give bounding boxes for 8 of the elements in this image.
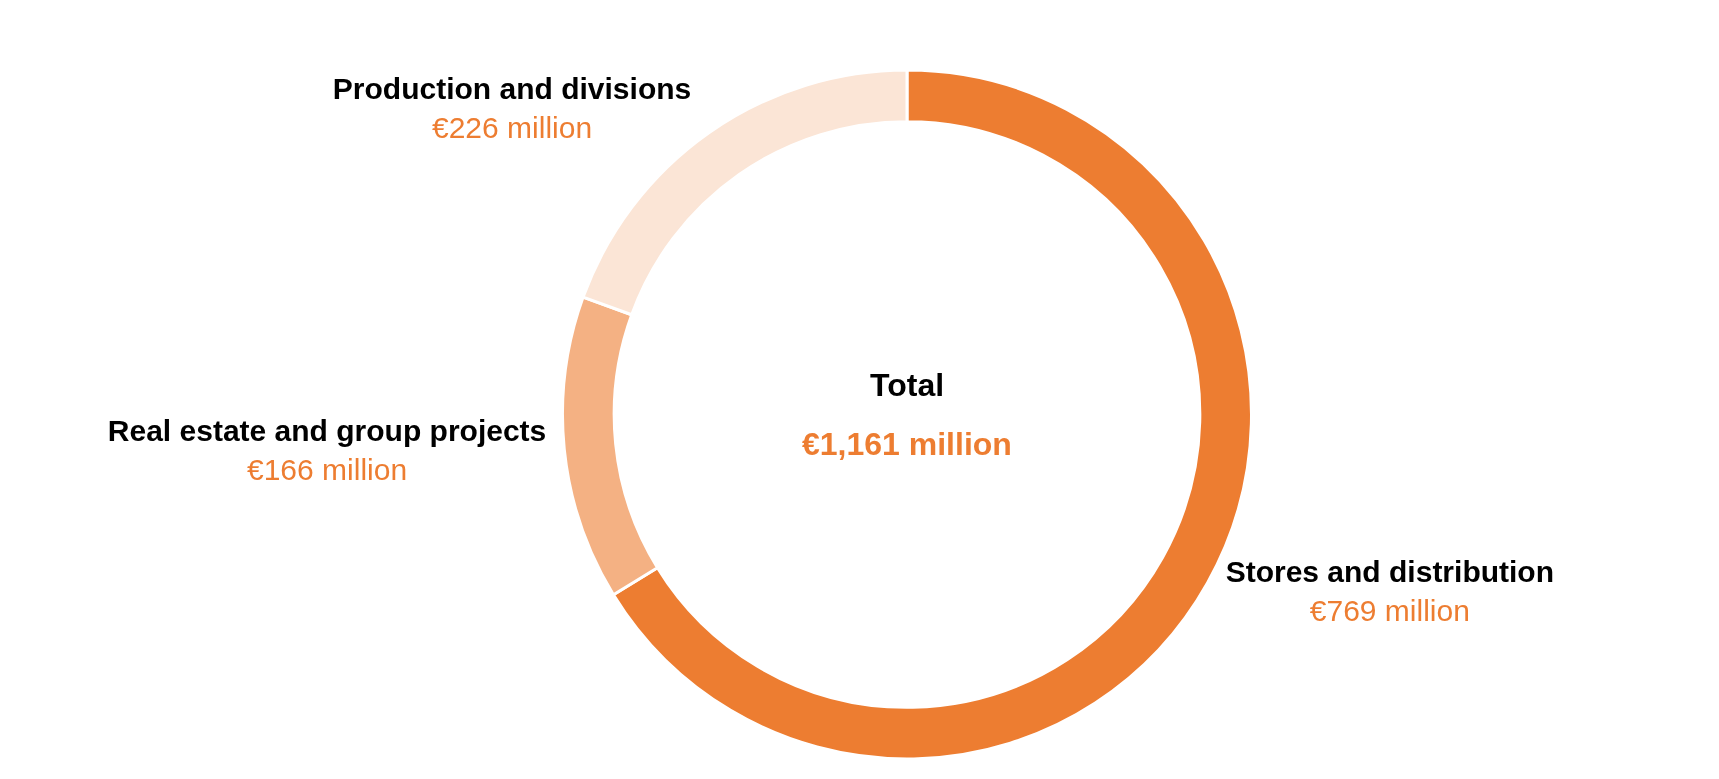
data-label: €769 million (1309, 594, 1470, 628)
slice-label: Production and divisions (332, 72, 692, 106)
slice-label: Real estate and group projects (107, 413, 547, 447)
data-label: €166 million (247, 452, 408, 486)
text: Total (870, 367, 945, 403)
text: €1,161 million (802, 426, 1012, 462)
data-label: €226 million (431, 111, 593, 145)
slice-label: Stores and distribution (1225, 555, 1555, 589)
